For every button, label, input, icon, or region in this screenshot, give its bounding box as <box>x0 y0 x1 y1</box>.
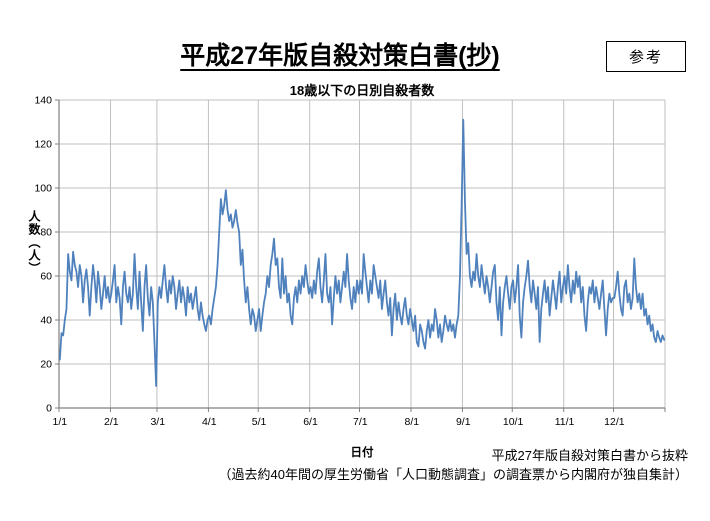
x-tick-label: 6/1 <box>303 416 318 428</box>
x-tick-label: 4/1 <box>202 416 217 428</box>
x-tick-label: 8/1 <box>405 416 420 428</box>
x-tick-label: 11/1 <box>555 416 575 428</box>
y-tick-label: 0 <box>46 403 52 415</box>
y-tick-label: 80 <box>40 227 52 239</box>
x-tick-label: 9/1 <box>456 416 471 428</box>
daily-suicide-count-line <box>58 118 666 387</box>
source-detail-note: （過去約40年間の厚生労働省「人口動態調査」の調査票から内閣府が独自集計） <box>218 467 688 482</box>
x-tick-label: 5/1 <box>252 416 267 428</box>
source-note: 平成27年版自殺対策白書から抜粋 <box>491 448 688 463</box>
reference-badge-label: 参考 <box>628 49 663 66</box>
y-tick-label: 20 <box>40 359 52 371</box>
x-tick-label: 3/1 <box>150 416 165 428</box>
chart-title: 18歳以下の日別自殺者数 <box>289 83 435 98</box>
y-tick-label: 40 <box>40 315 52 327</box>
reference-badge: 参考 <box>606 41 686 72</box>
x-tick-label: 10/1 <box>503 416 524 428</box>
x-tick-label: 2/1 <box>104 416 119 428</box>
x-tick-label: 12/1 <box>604 416 625 428</box>
y-tick-label: 140 <box>34 95 52 107</box>
x-tick-label: 7/1 <box>353 416 368 428</box>
y-tick-label: 100 <box>34 183 52 195</box>
y-axis-title: 人数（人） <box>27 210 41 275</box>
x-tick-label: 1/1 <box>53 416 68 428</box>
document-title: 平成27年版自殺対策白書(抄) <box>180 42 500 70</box>
y-tick-label: 60 <box>40 271 52 283</box>
y-tick-label: 120 <box>34 139 52 151</box>
x-axis-title: 日付 <box>350 447 374 459</box>
